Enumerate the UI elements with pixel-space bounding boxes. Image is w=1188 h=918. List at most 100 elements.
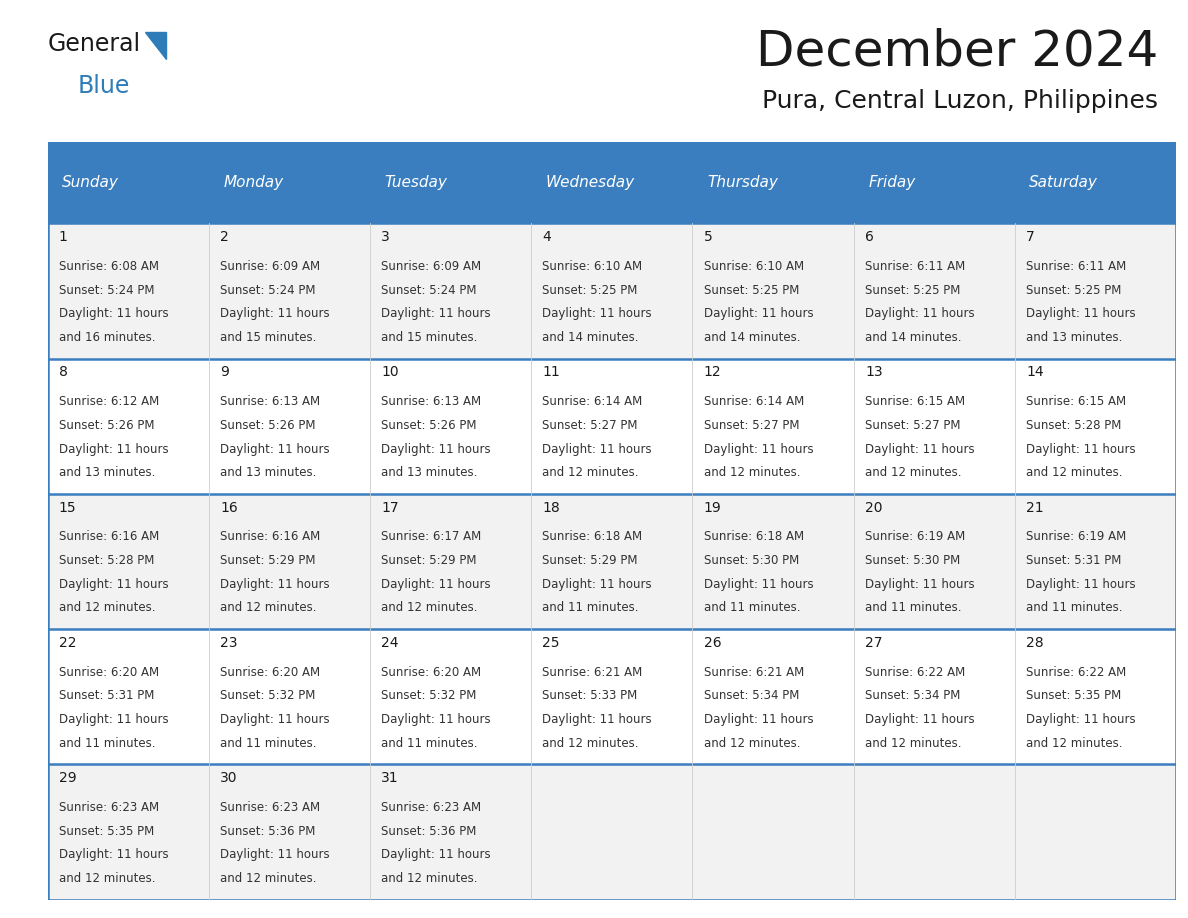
Text: and 12 minutes.: and 12 minutes. (59, 601, 156, 614)
Text: Blue: Blue (77, 74, 129, 98)
Text: Daylight: 11 hours: Daylight: 11 hours (220, 442, 329, 455)
Text: Sunrise: 6:13 AM: Sunrise: 6:13 AM (381, 395, 481, 409)
Text: Sunset: 5:31 PM: Sunset: 5:31 PM (1026, 554, 1121, 567)
Text: 25: 25 (543, 636, 560, 650)
Text: Daylight: 11 hours: Daylight: 11 hours (543, 713, 652, 726)
Text: Daylight: 11 hours: Daylight: 11 hours (1026, 442, 1136, 455)
Text: Sunrise: 6:16 AM: Sunrise: 6:16 AM (59, 531, 159, 543)
Text: and 11 minutes.: and 11 minutes. (865, 601, 961, 614)
Text: 9: 9 (220, 365, 229, 379)
Text: Sunset: 5:31 PM: Sunset: 5:31 PM (59, 689, 154, 702)
Text: Daylight: 11 hours: Daylight: 11 hours (381, 713, 491, 726)
Text: Sunset: 5:30 PM: Sunset: 5:30 PM (703, 554, 800, 567)
Text: Daylight: 11 hours: Daylight: 11 hours (220, 308, 329, 320)
Text: Sunset: 5:26 PM: Sunset: 5:26 PM (381, 419, 476, 431)
Text: 12: 12 (703, 365, 721, 379)
Text: Sunset: 5:30 PM: Sunset: 5:30 PM (865, 554, 960, 567)
Text: and 12 minutes.: and 12 minutes. (1026, 736, 1123, 750)
Text: Sunrise: 6:23 AM: Sunrise: 6:23 AM (59, 800, 159, 814)
Text: Daylight: 11 hours: Daylight: 11 hours (703, 713, 814, 726)
Text: and 13 minutes.: and 13 minutes. (1026, 331, 1123, 344)
Text: Daylight: 11 hours: Daylight: 11 hours (865, 442, 974, 455)
Text: Sunset: 5:29 PM: Sunset: 5:29 PM (543, 554, 638, 567)
Text: 26: 26 (703, 636, 721, 650)
Text: Sunset: 5:25 PM: Sunset: 5:25 PM (703, 284, 800, 297)
Text: 13: 13 (865, 365, 883, 379)
Text: Sunrise: 6:11 AM: Sunrise: 6:11 AM (865, 260, 965, 273)
Text: Sunrise: 6:10 AM: Sunrise: 6:10 AM (703, 260, 804, 273)
Text: Sunrise: 6:22 AM: Sunrise: 6:22 AM (865, 666, 965, 678)
Text: Sunrise: 6:14 AM: Sunrise: 6:14 AM (543, 395, 643, 409)
Text: Sunset: 5:36 PM: Sunset: 5:36 PM (220, 824, 315, 837)
Text: and 16 minutes.: and 16 minutes. (59, 331, 156, 344)
FancyBboxPatch shape (48, 765, 1176, 900)
Text: and 11 minutes.: and 11 minutes. (543, 601, 639, 614)
Text: Sunset: 5:29 PM: Sunset: 5:29 PM (220, 554, 316, 567)
Text: Sunset: 5:35 PM: Sunset: 5:35 PM (59, 824, 154, 837)
Text: 1: 1 (59, 230, 68, 244)
Text: Sunrise: 6:19 AM: Sunrise: 6:19 AM (865, 531, 965, 543)
FancyBboxPatch shape (48, 494, 1176, 629)
Text: Saturday: Saturday (1029, 175, 1098, 190)
Text: Sunset: 5:24 PM: Sunset: 5:24 PM (220, 284, 316, 297)
Text: 30: 30 (220, 771, 238, 785)
FancyBboxPatch shape (48, 223, 1176, 359)
Text: Sunrise: 6:10 AM: Sunrise: 6:10 AM (543, 260, 643, 273)
Text: Sunset: 5:33 PM: Sunset: 5:33 PM (543, 689, 638, 702)
Text: and 12 minutes.: and 12 minutes. (1026, 466, 1123, 479)
Text: 31: 31 (381, 771, 399, 785)
Text: Sunrise: 6:15 AM: Sunrise: 6:15 AM (865, 395, 965, 409)
FancyBboxPatch shape (48, 629, 1176, 765)
Text: Sunrise: 6:13 AM: Sunrise: 6:13 AM (220, 395, 320, 409)
Text: and 14 minutes.: and 14 minutes. (865, 331, 961, 344)
Text: 19: 19 (703, 500, 721, 515)
Text: 7: 7 (1026, 230, 1035, 244)
Text: Sunrise: 6:20 AM: Sunrise: 6:20 AM (381, 666, 481, 678)
Text: Pura, Central Luzon, Philippines: Pura, Central Luzon, Philippines (763, 89, 1158, 113)
Polygon shape (145, 32, 165, 59)
Text: Daylight: 11 hours: Daylight: 11 hours (381, 442, 491, 455)
Text: 28: 28 (1026, 636, 1044, 650)
Text: Sunrise: 6:11 AM: Sunrise: 6:11 AM (1026, 260, 1126, 273)
Text: Sunset: 5:25 PM: Sunset: 5:25 PM (1026, 284, 1121, 297)
Text: 18: 18 (543, 500, 561, 515)
Text: 22: 22 (59, 636, 76, 650)
Text: 27: 27 (865, 636, 883, 650)
Text: Sunset: 5:28 PM: Sunset: 5:28 PM (1026, 419, 1121, 431)
Text: Sunrise: 6:20 AM: Sunrise: 6:20 AM (59, 666, 159, 678)
Text: Sunset: 5:34 PM: Sunset: 5:34 PM (703, 689, 800, 702)
Text: and 11 minutes.: and 11 minutes. (59, 736, 156, 750)
Text: Daylight: 11 hours: Daylight: 11 hours (381, 577, 491, 591)
Text: Daylight: 11 hours: Daylight: 11 hours (220, 848, 329, 861)
Text: and 11 minutes.: and 11 minutes. (220, 736, 316, 750)
Text: and 12 minutes.: and 12 minutes. (865, 736, 961, 750)
Text: 15: 15 (59, 500, 76, 515)
Text: Friday: Friday (868, 175, 916, 190)
Text: Daylight: 11 hours: Daylight: 11 hours (1026, 713, 1136, 726)
Text: Sunset: 5:35 PM: Sunset: 5:35 PM (1026, 689, 1121, 702)
Text: Sunrise: 6:15 AM: Sunrise: 6:15 AM (1026, 395, 1126, 409)
Text: Wednesday: Wednesday (545, 175, 634, 190)
Text: 17: 17 (381, 500, 399, 515)
Text: 6: 6 (865, 230, 874, 244)
Text: and 13 minutes.: and 13 minutes. (381, 466, 478, 479)
Text: and 11 minutes.: and 11 minutes. (1026, 601, 1123, 614)
Text: Daylight: 11 hours: Daylight: 11 hours (59, 713, 169, 726)
Text: and 12 minutes.: and 12 minutes. (59, 872, 156, 885)
Text: Sunrise: 6:21 AM: Sunrise: 6:21 AM (703, 666, 804, 678)
Text: Daylight: 11 hours: Daylight: 11 hours (865, 713, 974, 726)
Text: Daylight: 11 hours: Daylight: 11 hours (59, 308, 169, 320)
Text: and 14 minutes.: and 14 minutes. (543, 331, 639, 344)
Text: Tuesday: Tuesday (385, 175, 448, 190)
Text: Daylight: 11 hours: Daylight: 11 hours (703, 442, 814, 455)
Text: Daylight: 11 hours: Daylight: 11 hours (59, 442, 169, 455)
Text: and 12 minutes.: and 12 minutes. (220, 872, 316, 885)
Text: 14: 14 (1026, 365, 1044, 379)
Text: December 2024: December 2024 (756, 28, 1158, 75)
Text: Sunrise: 6:22 AM: Sunrise: 6:22 AM (1026, 666, 1126, 678)
Text: Daylight: 11 hours: Daylight: 11 hours (703, 577, 814, 591)
Text: 4: 4 (543, 230, 551, 244)
Text: Thursday: Thursday (707, 175, 778, 190)
Text: Daylight: 11 hours: Daylight: 11 hours (703, 308, 814, 320)
Text: Sunset: 5:27 PM: Sunset: 5:27 PM (543, 419, 638, 431)
